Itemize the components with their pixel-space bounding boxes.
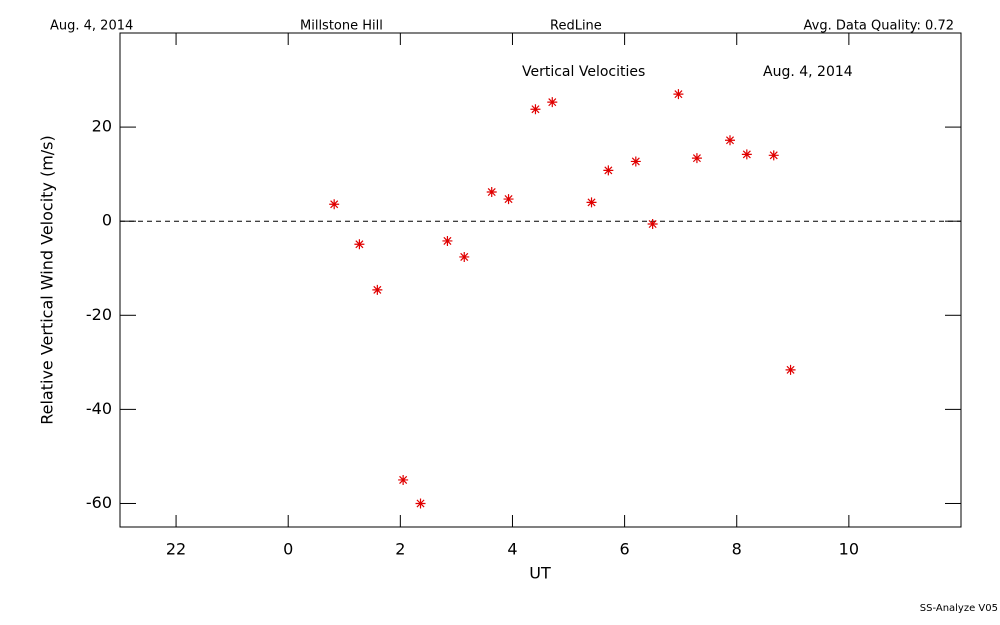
- data-point: [647, 219, 658, 230]
- data-point: [503, 194, 514, 205]
- data-point: [547, 97, 558, 108]
- y-tick-label: 0: [102, 211, 112, 230]
- chart-title: Vertical Velocities: [522, 64, 645, 80]
- data-point: [486, 187, 497, 198]
- footer: SS-Analyze V05: [920, 603, 998, 614]
- x-tick-label: 0: [283, 540, 293, 559]
- data-point: [725, 135, 736, 146]
- x-tick-label: 2: [395, 540, 405, 559]
- data-point: [530, 104, 541, 115]
- header-instrument: RedLine: [550, 19, 602, 34]
- data-point: [442, 235, 453, 246]
- y-tick-label: -20: [86, 305, 112, 324]
- data-point: [586, 197, 597, 208]
- data-point: [768, 150, 779, 161]
- data-point: [354, 239, 365, 250]
- data-point: [372, 284, 383, 295]
- data-point: [398, 474, 409, 485]
- data-point: [630, 156, 641, 167]
- data-point: [415, 498, 426, 509]
- header-site: Millstone Hill: [300, 19, 383, 34]
- annotation: Aug. 4, 2014: [763, 64, 853, 80]
- data-point: [691, 153, 702, 164]
- data-point: [741, 149, 752, 160]
- header-date: Aug. 4, 2014: [50, 19, 133, 34]
- data-point: [459, 251, 470, 262]
- y-tick-label: -40: [86, 399, 112, 418]
- data-point: [329, 199, 340, 210]
- x-tick-label: 22: [166, 540, 186, 559]
- data-point: [673, 89, 684, 100]
- header-quality: Avg. Data Quality: 0.72: [804, 19, 954, 34]
- y-axis-label: Relative Vertical Wind Velocity (m/s): [38, 135, 57, 425]
- x-axis-label: UT: [529, 564, 551, 583]
- data-point: [603, 165, 614, 176]
- y-tick-label: -60: [86, 493, 112, 512]
- x-tick-label: 4: [507, 540, 517, 559]
- x-tick-label: 10: [839, 540, 859, 559]
- x-tick-label: 8: [732, 540, 742, 559]
- data-point: [785, 364, 796, 375]
- plot-frame: [119, 32, 962, 528]
- x-tick-label: 6: [620, 540, 630, 559]
- y-tick-label: 20: [92, 117, 112, 136]
